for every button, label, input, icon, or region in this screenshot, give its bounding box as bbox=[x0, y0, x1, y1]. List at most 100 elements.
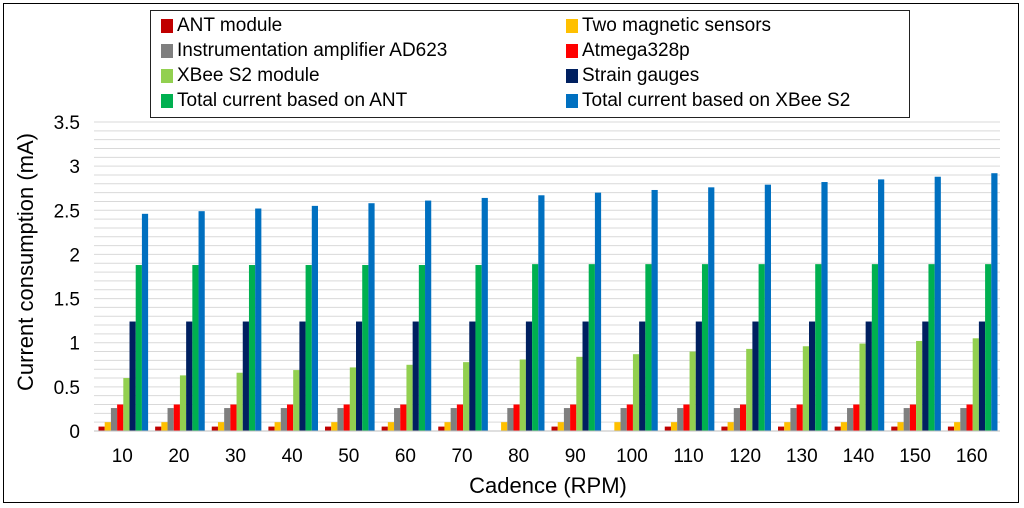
y-tick-label: 2.5 bbox=[54, 201, 80, 222]
x-tick-label: 130 bbox=[786, 446, 818, 467]
bar bbox=[475, 265, 482, 431]
bar bbox=[790, 408, 797, 431]
legend-item: Strain gauges bbox=[566, 64, 699, 88]
legend-label: Atmega328p bbox=[582, 40, 690, 61]
x-tick-label: 60 bbox=[395, 446, 416, 467]
bar bbox=[532, 264, 539, 431]
bar bbox=[167, 408, 174, 431]
y-axis-title: Current consumption (mA) bbox=[13, 133, 38, 391]
bar bbox=[733, 408, 740, 431]
bar bbox=[311, 205, 318, 431]
bar bbox=[859, 343, 866, 431]
legend-item: Instrumentation amplifier AD623 bbox=[161, 39, 447, 63]
bar bbox=[664, 426, 671, 431]
legend-label: XBee S2 module bbox=[177, 65, 320, 86]
bar bbox=[570, 404, 577, 431]
bar bbox=[954, 422, 961, 431]
bar bbox=[117, 404, 124, 431]
bar bbox=[337, 408, 344, 431]
bar bbox=[978, 321, 986, 431]
bar bbox=[349, 367, 357, 431]
bar bbox=[708, 187, 715, 431]
bar bbox=[507, 408, 514, 431]
y-tick-label: 0 bbox=[69, 422, 80, 443]
bar bbox=[991, 173, 998, 431]
bar bbox=[525, 321, 533, 431]
bar bbox=[796, 404, 803, 431]
bar bbox=[739, 404, 747, 431]
x-tick-label: 70 bbox=[451, 446, 472, 467]
bar bbox=[463, 362, 470, 431]
bar bbox=[293, 370, 300, 431]
x-tick-label: 150 bbox=[899, 446, 931, 467]
bar bbox=[563, 408, 571, 431]
bar bbox=[670, 422, 678, 431]
bar bbox=[916, 340, 923, 431]
y-tick-label: 1 bbox=[69, 334, 80, 355]
bar bbox=[173, 404, 180, 431]
bar bbox=[198, 211, 205, 431]
bar bbox=[248, 265, 256, 431]
bar bbox=[620, 408, 627, 431]
bar bbox=[186, 321, 193, 431]
x-tick-label: 110 bbox=[673, 446, 703, 467]
bar bbox=[934, 176, 941, 431]
bar bbox=[538, 195, 545, 431]
bars bbox=[98, 173, 998, 431]
x-tick-label: 140 bbox=[843, 446, 875, 467]
bar bbox=[425, 200, 432, 431]
bar bbox=[155, 426, 162, 431]
legend-label: Strain gauges bbox=[582, 65, 700, 86]
bar bbox=[368, 203, 375, 431]
legend-swatch bbox=[566, 94, 578, 108]
legend-item: XBee S2 module bbox=[161, 64, 320, 88]
legend-swatch bbox=[566, 69, 578, 83]
bar bbox=[444, 422, 451, 431]
x-tick-label: 10 bbox=[112, 446, 133, 467]
bar bbox=[594, 192, 602, 431]
bar bbox=[645, 264, 652, 431]
bar bbox=[778, 426, 785, 431]
bar bbox=[853, 404, 860, 431]
y-axis-ticks: 0 0.5 1 1.5 2 2.5 3 3.5 bbox=[54, 113, 80, 443]
bar bbox=[501, 422, 508, 431]
bar bbox=[764, 184, 771, 431]
bar bbox=[677, 408, 684, 431]
legend: ANT module Two magnetic sensors Instrument… bbox=[150, 10, 910, 118]
y-tick-label: 3 bbox=[69, 157, 80, 178]
bar bbox=[576, 356, 583, 431]
bar bbox=[110, 408, 118, 431]
bar bbox=[394, 408, 401, 431]
bar bbox=[513, 404, 520, 431]
legend-item: Two magnetic sensors bbox=[566, 14, 771, 38]
bar bbox=[689, 351, 696, 431]
x-tick-label: 120 bbox=[729, 446, 761, 467]
bar bbox=[985, 264, 992, 431]
legend-item: ANT module bbox=[161, 14, 282, 38]
bar bbox=[758, 264, 765, 431]
x-tick-label: 80 bbox=[508, 446, 529, 467]
bar bbox=[651, 189, 658, 431]
legend-item: Total current based on XBee S2 bbox=[566, 89, 850, 113]
bar bbox=[871, 264, 879, 431]
legend-swatch bbox=[161, 19, 173, 33]
legend-swatch bbox=[161, 44, 173, 58]
bar bbox=[456, 404, 464, 431]
bar bbox=[299, 321, 306, 431]
bar bbox=[802, 346, 810, 431]
bar bbox=[815, 264, 822, 431]
bar bbox=[840, 422, 848, 431]
bar bbox=[268, 426, 275, 431]
bar bbox=[406, 364, 413, 431]
x-axis-title: Cadence (RPM) bbox=[469, 473, 627, 498]
bar bbox=[450, 408, 457, 431]
bar bbox=[280, 408, 287, 431]
bar bbox=[412, 321, 419, 431]
bar bbox=[135, 265, 142, 431]
bar bbox=[192, 265, 199, 431]
y-tick-label: 0.5 bbox=[54, 378, 80, 399]
bar bbox=[400, 404, 407, 431]
bar bbox=[821, 182, 828, 431]
bar bbox=[972, 338, 979, 431]
